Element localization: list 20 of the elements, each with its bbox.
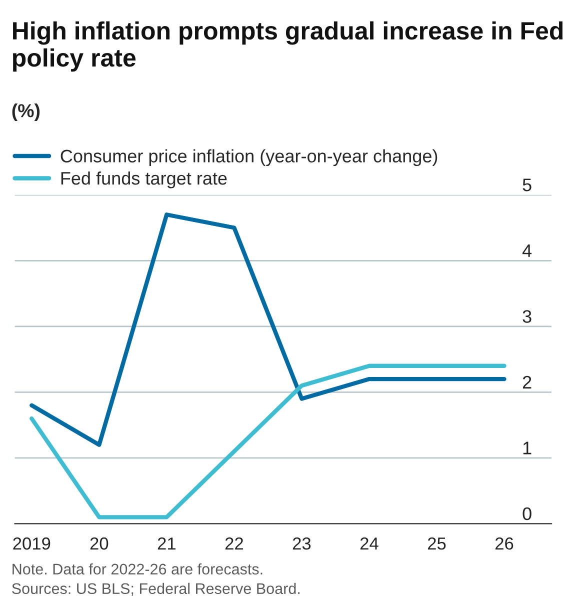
y-tick-label: 3	[522, 310, 532, 323]
x-tick-label: 20	[90, 537, 108, 550]
y-tick-label: 5	[522, 178, 532, 192]
legend-label: Fed funds target rate	[61, 171, 227, 188]
x-tick-label: 22	[225, 537, 243, 550]
y-tick-label: 2	[522, 376, 532, 388]
x-tick-label: 24	[360, 537, 378, 550]
x-tick-label: 23	[292, 537, 311, 550]
x-tick-label: 25	[428, 537, 446, 550]
x-tick-label: 21	[158, 537, 176, 550]
y-tick-label: 1	[523, 442, 532, 454]
source-note: Sources: US BLS; Federal Reserve Board.	[12, 582, 300, 596]
text: Note. Data for 2022-26 are forecasts.	[12, 563, 262, 575]
chart-subtitle: (%)	[12, 104, 40, 122]
x-tick-label: 26	[495, 537, 514, 550]
y-tick-label: 4	[522, 244, 532, 257]
chart-title: High inflation prompts gradual increase in Fed policy rate	[13, 21, 563, 72]
legend-label: Consumer price inflation (year-on-year change)	[60, 149, 438, 166]
x-tick-label: 2019	[13, 537, 50, 550]
y-tick-label: 0	[522, 507, 532, 520]
